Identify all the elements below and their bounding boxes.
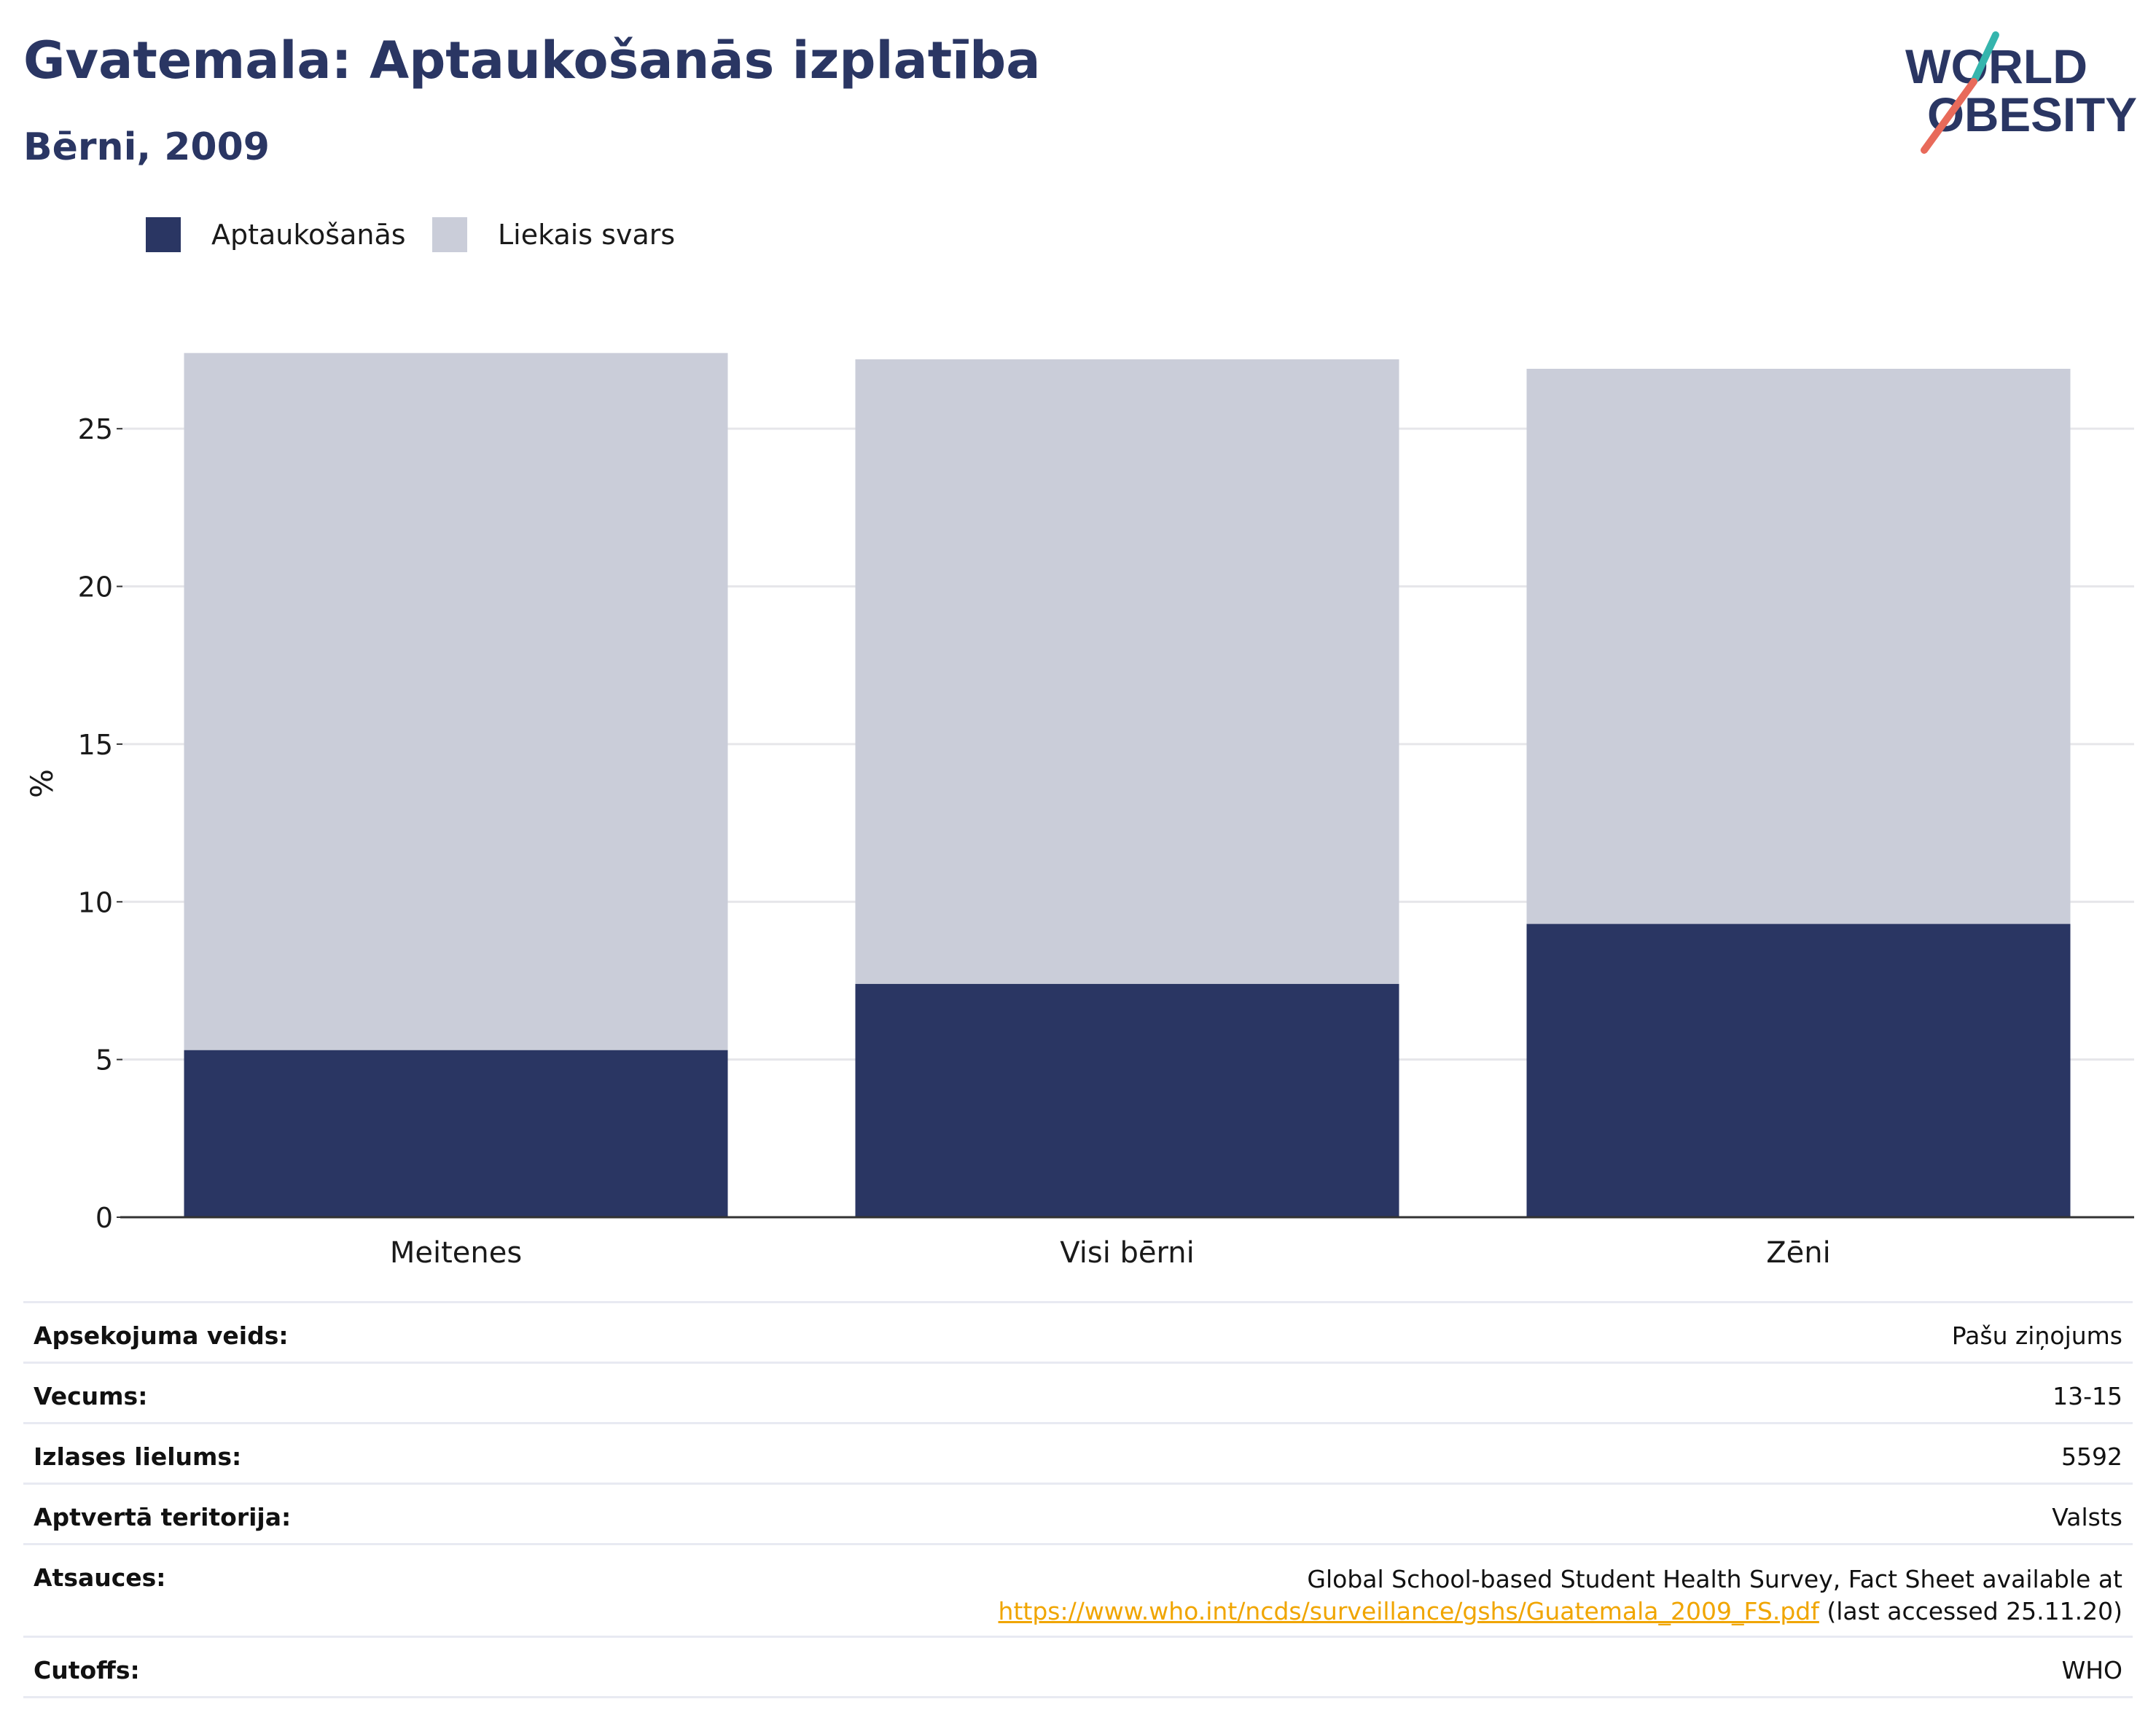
y-tick-label: 10 bbox=[78, 886, 113, 918]
references-line2: https://www.who.int/ncds/surveillance/gs… bbox=[999, 1596, 2122, 1628]
legend-label-obesity: Aptaukošanās bbox=[211, 219, 406, 251]
bar-obesity bbox=[1526, 923, 2071, 1217]
bar-overweight bbox=[855, 359, 1399, 984]
area-value: Valsts bbox=[2052, 1503, 2122, 1531]
y-axis-label: % bbox=[24, 769, 60, 798]
info-row-references: Atsauces: Global School-based Student He… bbox=[23, 1543, 2133, 1636]
y-tick-label: 25 bbox=[78, 413, 113, 445]
bar-overweight bbox=[1526, 368, 2071, 924]
x-tick-label: Visi bērni bbox=[1060, 1236, 1194, 1270]
references-label: Atsauces: bbox=[34, 1563, 166, 1592]
bar-overweight bbox=[184, 353, 728, 1050]
info-row-sample-size: Izlases lielums: 5592 bbox=[23, 1422, 2133, 1483]
sample-size-label: Izlases lielums: bbox=[34, 1442, 242, 1471]
survey-type-label: Apsekojuma veids: bbox=[34, 1321, 289, 1350]
x-tick-label: Zēni bbox=[1766, 1236, 1830, 1270]
survey-info-table: Apsekojuma veids: Pašu ziņojums Vecums: … bbox=[23, 1301, 2133, 1698]
y-tick-label: 0 bbox=[95, 1202, 113, 1234]
world-obesity-logo: WORLD OBESITY bbox=[1905, 31, 2137, 154]
references-line1: Global School-based Student Health Surve… bbox=[1307, 1565, 2122, 1593]
legend-swatch-overweight bbox=[432, 217, 467, 252]
info-row-cutoffs: Cutoffs: WHO bbox=[23, 1636, 2133, 1698]
age-label: Vecums: bbox=[34, 1382, 148, 1410]
bar-obesity bbox=[184, 1050, 728, 1217]
y-tick-label: 20 bbox=[78, 571, 113, 604]
logo-slash-teal bbox=[1970, 31, 1999, 85]
page-subtitle: Bērni, 2009 bbox=[23, 125, 270, 169]
y-tick-label: 5 bbox=[95, 1044, 113, 1077]
age-value: 13-15 bbox=[2053, 1382, 2122, 1410]
info-row-survey-type: Apsekojuma veids: Pašu ziņojums bbox=[23, 1301, 2133, 1362]
info-row-area: Aptvertā teritorija: Valsts bbox=[23, 1483, 2133, 1543]
stacked-bar-chart: 0 5 10 15 20 25 Meitenes Visi bērni Zēni% bbox=[24, 353, 2134, 1270]
cutoffs-label: Cutoffs: bbox=[34, 1656, 140, 1684]
legend-swatch-obesity bbox=[146, 217, 181, 252]
logo-text-world: WORLD bbox=[1905, 39, 2087, 93]
legend-label-overweight: Liekais svars bbox=[498, 219, 676, 251]
page-title: Gvatemala: Aptaukošanās izplatība bbox=[23, 31, 1041, 90]
x-tick-label: Meitenes bbox=[390, 1236, 522, 1270]
bar-obesity bbox=[855, 983, 1399, 1217]
area-label: Aptvertā teritorija: bbox=[34, 1503, 292, 1531]
references-suffix: (last accessed 25.11.20) bbox=[1819, 1597, 2122, 1625]
cutoffs-value: WHO bbox=[2061, 1656, 2122, 1684]
logo-slash-coral bbox=[1921, 78, 1977, 154]
sample-size-value: 5592 bbox=[2061, 1442, 2122, 1471]
info-row-age: Vecums: 13-15 bbox=[23, 1362, 2133, 1422]
references-value: Global School-based Student Health Surve… bbox=[999, 1563, 2122, 1628]
y-tick-label: 15 bbox=[78, 729, 113, 761]
references-link[interactable]: https://www.who.int/ncds/surveillance/gs… bbox=[998, 1597, 1819, 1625]
survey-type-value: Pašu ziņojums bbox=[1951, 1321, 2122, 1350]
